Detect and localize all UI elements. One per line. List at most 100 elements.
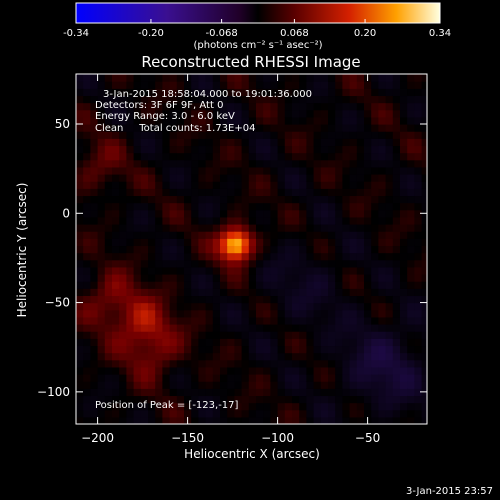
heatmap-cell: [97, 366, 106, 375]
annotation-clean-counts: Clean Total counts: 1.73E+04: [95, 123, 255, 134]
heatmap-cell: [299, 331, 307, 339]
heatmap-cell: [140, 202, 149, 211]
heatmap-cell: [112, 366, 120, 375]
heatmap-cell: [126, 331, 135, 339]
heatmap-cell: [104, 274, 113, 282]
heatmap-cell: [104, 131, 113, 139]
heatmap-cell: [277, 188, 286, 197]
heatmap-cell: [112, 231, 120, 239]
heatmap-cell: [313, 95, 322, 104]
colorbar: -0.34 -0.20 -0.068 0.068 0.20 0.34 (photons c…: [63, 2, 451, 51]
heatmap-cell: [349, 416, 358, 424]
heatmap-cell: [248, 345, 257, 354]
heatmap-cell: [407, 181, 415, 189]
heatmap-cell: [97, 74, 106, 82]
heatmap-cell: [169, 352, 178, 361]
heatmap-cell: [392, 224, 401, 232]
heatmap-cell: [126, 345, 135, 354]
heatmap-cell: [263, 95, 271, 104]
heatmap-cell: [414, 174, 423, 182]
heatmap-cell: [90, 81, 99, 89]
heatmap-cell: [371, 81, 379, 89]
heatmap-cell: [392, 259, 401, 268]
heatmap-cell: [97, 388, 106, 397]
heatmap-cell: [198, 374, 207, 382]
heatmap-cell: [241, 402, 250, 411]
heatmap-cell: [292, 302, 300, 311]
heatmap-cell: [248, 159, 257, 168]
heatmap-cell: [184, 252, 192, 261]
heatmap-cell: [248, 245, 257, 254]
heatmap-cell: [277, 109, 286, 118]
heatmap-cell: [378, 81, 387, 89]
heatmap-cell: [277, 302, 286, 311]
heatmap-cell: [263, 131, 271, 139]
heatmap-cell: [184, 281, 192, 289]
heatmap-cell: [356, 209, 365, 218]
heatmap-cell: [256, 238, 264, 247]
heatmap-cell: [385, 174, 394, 182]
heatmap-cell: [234, 131, 243, 139]
heatmap-cell: [385, 316, 394, 325]
heatmap-cell: [184, 202, 192, 211]
heatmap-cell: [328, 316, 336, 325]
heatmap-cell: [227, 116, 235, 125]
heatmap-cell: [342, 252, 351, 261]
heatmap-cell: [335, 409, 343, 418]
heatmap-cell: [176, 95, 185, 104]
heatmap-cell: [385, 395, 394, 404]
heatmap-cell: [328, 238, 336, 247]
heatmap-cell: [119, 295, 127, 304]
heatmap-cell: [162, 81, 171, 89]
heatmap-cell: [284, 166, 293, 175]
heatmap-cell: [306, 352, 315, 361]
heatmap-cell: [112, 302, 120, 311]
heatmap-cell: [248, 388, 257, 397]
heatmap-cell: [126, 359, 135, 368]
heatmap-cell: [191, 209, 199, 218]
heatmap-cell: [241, 252, 250, 261]
heatmap-cell: [104, 416, 113, 424]
heatmap-cell: [234, 238, 243, 247]
heatmap-cell: [212, 109, 221, 118]
heatmap-cell: [313, 352, 322, 361]
heatmap-cell: [414, 416, 423, 424]
heatmap-cell: [349, 395, 358, 404]
heatmap-cell: [220, 274, 228, 282]
heatmap-cell: [414, 302, 423, 311]
heatmap-cell: [220, 159, 228, 168]
heatmap-cell: [234, 409, 243, 418]
heatmap-cell: [356, 174, 365, 182]
heatmap-cell: [407, 145, 415, 154]
heatmap-cell: [83, 138, 91, 147]
heatmap-cell: [191, 231, 199, 239]
heatmap-cell: [292, 252, 300, 261]
heatmap-cell: [104, 288, 113, 297]
heatmap-cell: [140, 166, 149, 175]
heatmap-cell: [356, 259, 365, 268]
heatmap-cell: [277, 216, 286, 225]
heatmap-cell: [407, 224, 415, 232]
heatmap-cell: [349, 374, 358, 382]
heatmap-cell: [256, 416, 264, 424]
heatmap-cell: [364, 209, 372, 218]
y-tick-label: 50: [55, 117, 70, 131]
heatmap-cell: [313, 259, 322, 268]
heatmap-cell: [83, 366, 91, 375]
heatmap-cell: [313, 138, 322, 147]
heatmap-cell: [306, 74, 315, 82]
heatmap-cell: [284, 124, 293, 132]
heatmap-cell: [104, 281, 113, 289]
heatmap-cell: [119, 145, 127, 154]
heatmap-cell: [140, 259, 149, 268]
heatmap-cell: [306, 195, 315, 204]
heatmap-cell: [356, 345, 365, 354]
heatmap-cell: [169, 124, 178, 132]
heatmap-cell: [112, 138, 120, 147]
heatmap-cell: [284, 266, 293, 275]
heatmap-cell: [299, 266, 307, 275]
heatmap-cell: [277, 259, 286, 268]
heatmap-cell: [342, 381, 351, 389]
heatmap-cell: [104, 74, 113, 82]
heatmap-cell: [234, 338, 243, 347]
